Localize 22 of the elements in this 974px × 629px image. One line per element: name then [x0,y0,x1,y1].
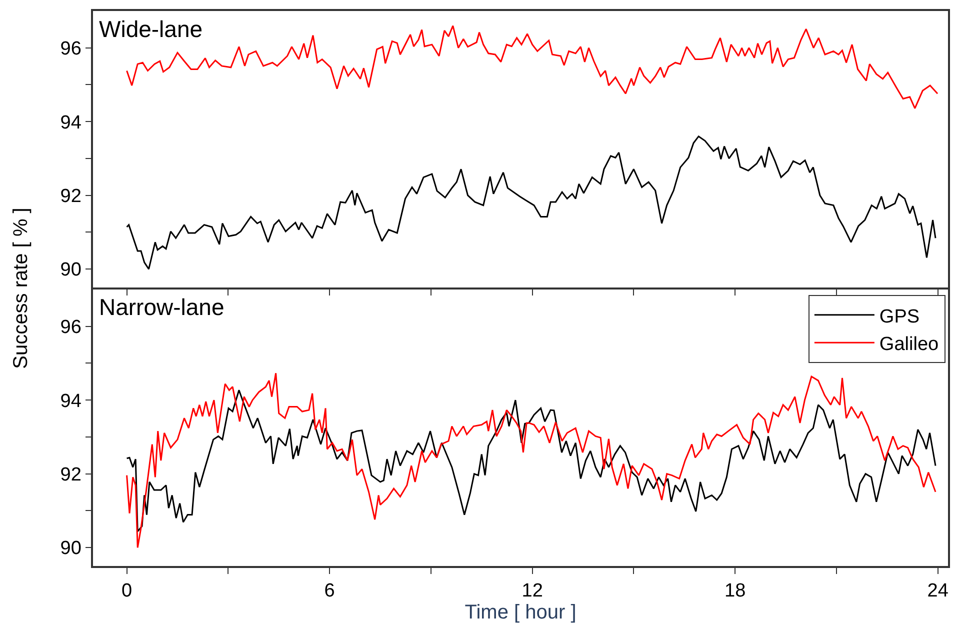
legend-label: Galileo [879,334,939,355]
legend-label: GPS [879,306,920,328]
y-tick-label: 94 [60,390,82,412]
x-tick-label: 18 [724,580,746,602]
y-tick-label: 96 [60,317,82,338]
line-series [126,136,936,270]
x-tick-label: 12 [522,580,543,602]
x-tick-label: 0 [122,580,132,602]
chart-title: Narrow-lane [99,294,224,320]
y-axis-title: Success rate [ % ] [10,208,32,369]
x-axis-title: Time [ hour ] [464,602,576,624]
y-tick-label: 90 [60,538,82,560]
y-tick-label: 92 [60,464,82,486]
y-tick-label: 94 [60,112,82,134]
y-tick-label: 96 [60,38,82,60]
line-series [126,372,936,548]
line-series [126,389,936,532]
x-tick-label: 24 [927,580,949,602]
chart-title: Wide-lane [99,16,203,42]
y-tick-label: 92 [60,186,82,207]
y-tick-label: 90 [60,260,82,281]
x-tick-label: 6 [324,580,335,602]
